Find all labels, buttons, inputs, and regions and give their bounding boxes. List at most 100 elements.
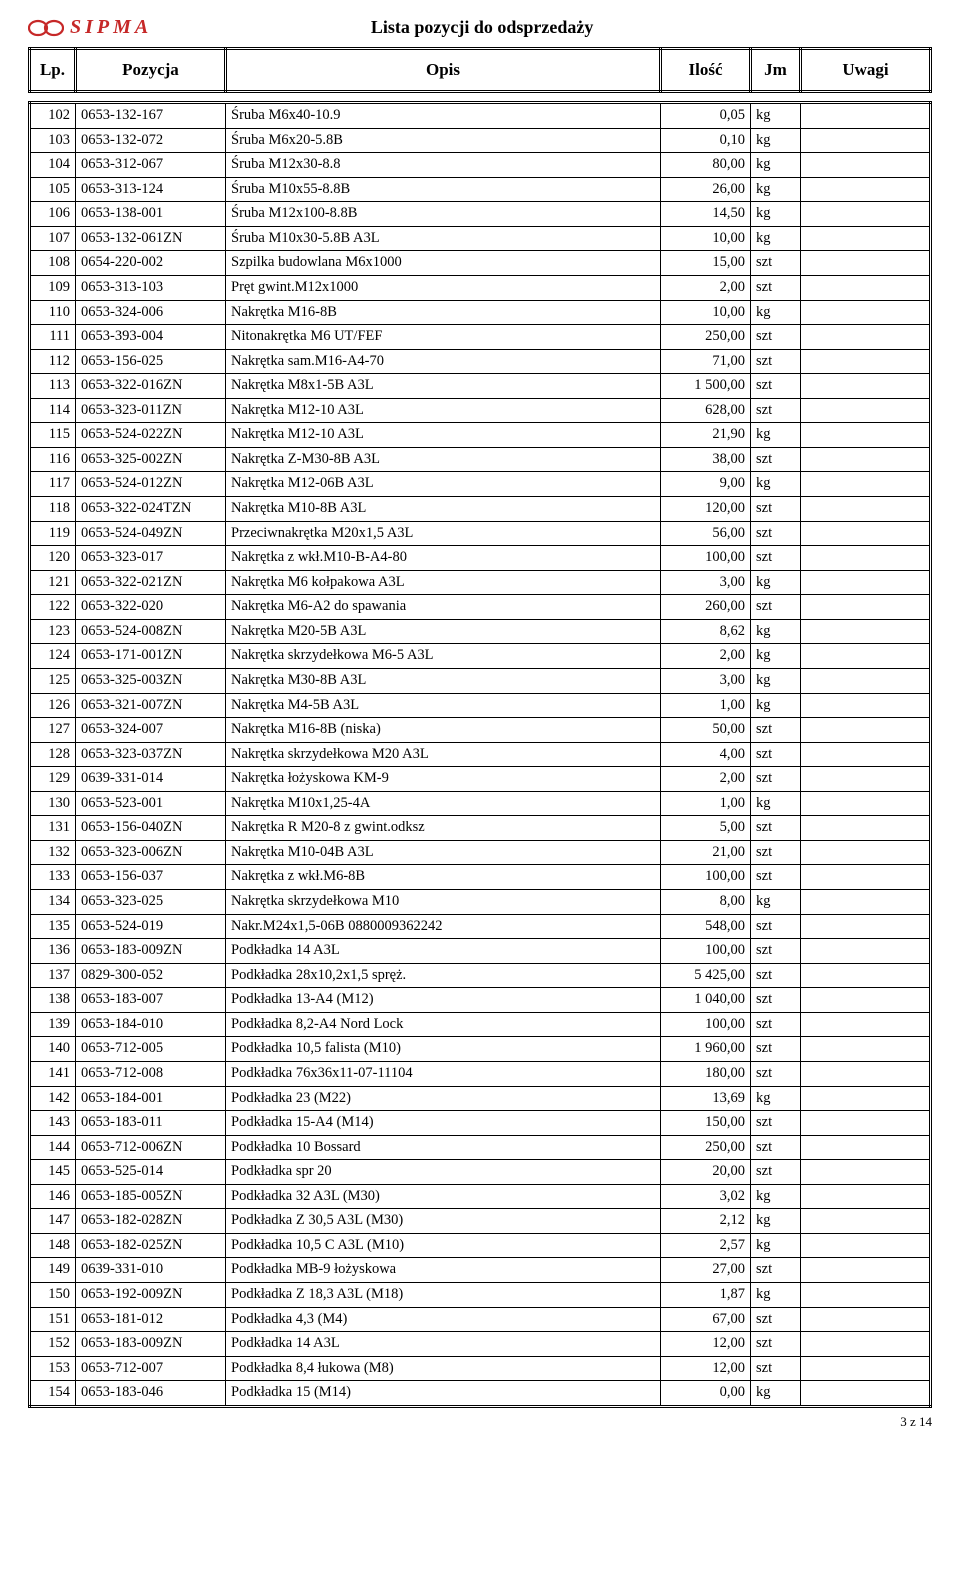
cell-pozycja: 0653-322-024TZN [76,497,226,522]
cell-pozycja: 0653-324-007 [76,718,226,743]
table-row: 1060653-138-001Śruba M12x100-8.8B14,50kg [30,202,931,227]
cell-ilosc: 21,00 [661,840,751,865]
cell-pozycja: 0653-184-001 [76,1086,226,1111]
cell-jm: kg [751,423,801,448]
cell-jm: szt [751,865,801,890]
cell-jm: szt [751,349,801,374]
cell-lp: 137 [30,963,76,988]
cell-lp: 130 [30,791,76,816]
cell-jm: szt [751,595,801,620]
data-table: 1020653-132-167Śruba M6x40-10.90,05kg103… [28,101,932,1408]
cell-jm: szt [751,1111,801,1136]
cell-opis: Nakr.M24x1,5-06B 0880009362242 [226,914,661,939]
table-row: 1220653-322-020Nakrętka M6-A2 do spawani… [30,595,931,620]
table-row: 1360653-183-009ZNPodkładka 14 A3L100,00s… [30,939,931,964]
cell-uwagi [801,300,931,325]
cell-uwagi [801,398,931,423]
cell-ilosc: 1 960,00 [661,1037,751,1062]
cell-lp: 143 [30,1111,76,1136]
cell-ilosc: 100,00 [661,1012,751,1037]
cell-ilosc: 1 040,00 [661,988,751,1013]
cell-ilosc: 3,00 [661,668,751,693]
cell-jm: kg [751,1283,801,1308]
cell-ilosc: 8,62 [661,619,751,644]
cell-pozycja: 0653-393-004 [76,325,226,350]
cell-pozycja: 0653-524-019 [76,914,226,939]
cell-uwagi [801,1233,931,1258]
cell-pozycja: 0653-325-002ZN [76,447,226,472]
cell-uwagi [801,1086,931,1111]
table-row: 1530653-712-007Podkładka 8,4 łukowa (M8)… [30,1356,931,1381]
cell-lp: 123 [30,619,76,644]
cell-opis: Podkładka 10,5 falista (M10) [226,1037,661,1062]
cell-lp: 138 [30,988,76,1013]
table-row: 1140653-323-011ZNNakrętka M12-10 A3L628,… [30,398,931,423]
table-row: 1210653-322-021ZNNakrętka M6 kołpakowa A… [30,570,931,595]
cell-opis: Nakrętka Z-M30-8B A3L [226,447,661,472]
cell-ilosc: 12,00 [661,1356,751,1381]
cell-uwagi [801,865,931,890]
cell-opis: Nakrętka M10-04B A3L [226,840,661,865]
cell-ilosc: 80,00 [661,153,751,178]
table-row: 1180653-322-024TZNNakrętka M10-8B A3L120… [30,497,931,522]
cell-jm: kg [751,103,801,129]
cell-lp: 145 [30,1160,76,1185]
table-row: 1370829-300-052Podkładka 28x10,2x1,5 spr… [30,963,931,988]
cell-uwagi [801,1061,931,1086]
cell-lp: 127 [30,718,76,743]
cell-lp: 151 [30,1307,76,1332]
cell-opis: Podkładka spr 20 [226,1160,661,1185]
cell-pozycja: 0654-220-002 [76,251,226,276]
cell-jm: szt [751,1160,801,1185]
table-row: 1170653-524-012ZNNakrętka M12-06B A3L9,0… [30,472,931,497]
cell-ilosc: 38,00 [661,447,751,472]
cell-pozycja: 0653-524-012ZN [76,472,226,497]
cell-uwagi [801,1381,931,1407]
cell-jm: kg [751,1184,801,1209]
cell-uwagi [801,718,931,743]
cell-jm: szt [751,447,801,472]
cell-uwagi [801,1184,931,1209]
cell-uwagi [801,1258,931,1283]
cell-jm: szt [751,767,801,792]
cell-pozycja: 0653-313-103 [76,275,226,300]
cell-uwagi [801,472,931,497]
cell-uwagi [801,1135,931,1160]
cell-lp: 119 [30,521,76,546]
table-row: 1250653-325-003ZNNakrętka M30-8B A3L3,00… [30,668,931,693]
cell-lp: 115 [30,423,76,448]
cell-pozycja: 0653-323-006ZN [76,840,226,865]
cell-uwagi [801,251,931,276]
cell-lp: 149 [30,1258,76,1283]
cell-jm: szt [751,816,801,841]
cell-pozycja: 0639-331-014 [76,767,226,792]
cell-ilosc: 3,02 [661,1184,751,1209]
cell-ilosc: 12,00 [661,1332,751,1357]
page-title: Lista pozycji do odsprzedaży [32,17,932,38]
cell-uwagi [801,202,931,227]
table-row: 1100653-324-006Nakrętka M16-8B10,00kg [30,300,931,325]
cell-jm: kg [751,1381,801,1407]
cell-ilosc: 1,87 [661,1283,751,1308]
cell-uwagi [801,767,931,792]
cell-opis: Podkładka 4,3 (M4) [226,1307,661,1332]
cell-jm: kg [751,1209,801,1234]
cell-jm: kg [751,153,801,178]
page-footer: 3 z 14 [28,1414,932,1430]
cell-pozycja: 0653-325-003ZN [76,668,226,693]
cell-opis: Podkładka Z 18,3 A3L (M18) [226,1283,661,1308]
cell-pozycja: 0653-192-009ZN [76,1283,226,1308]
cell-opis: Podkładka Z 30,5 A3L (M30) [226,1209,661,1234]
cell-ilosc: 0,00 [661,1381,751,1407]
cell-opis: Nakrętka skrzydełkowa M6-5 A3L [226,644,661,669]
table-row: 1080654-220-002Szpilka budowlana M6x1000… [30,251,931,276]
col-uwagi: Uwagi [801,49,931,92]
column-header-table: Lp. Pozycja Opis Ilość Jm Uwagi [28,47,932,93]
cell-lp: 114 [30,398,76,423]
cell-jm: szt [751,939,801,964]
cell-lp: 113 [30,374,76,399]
table-row: 1120653-156-025Nakrętka sam.M16-A4-7071,… [30,349,931,374]
cell-pozycja: 0653-181-012 [76,1307,226,1332]
cell-ilosc: 2,00 [661,275,751,300]
table-row: 1430653-183-011Podkładka 15-A4 (M14)150,… [30,1111,931,1136]
